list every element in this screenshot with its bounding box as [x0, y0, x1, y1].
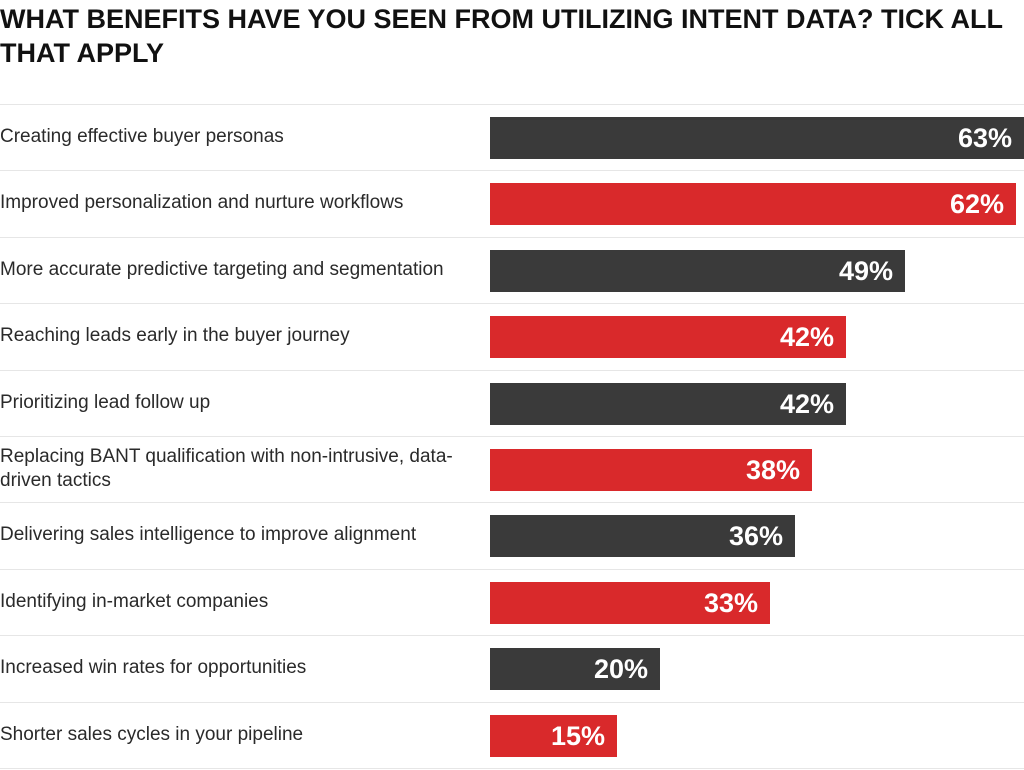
chart-row: Prioritizing lead follow up 42% — [0, 370, 1024, 436]
row-divider — [0, 436, 1024, 437]
row-divider — [0, 104, 1024, 105]
bar: 20% — [490, 648, 660, 691]
category-label: Delivering sales intelligence to improve… — [0, 524, 417, 546]
category-label: Increased win rates for opportunities — [0, 657, 307, 679]
row-divider — [0, 635, 1024, 636]
category-label: Reaching leads early in the buyer journe… — [0, 325, 350, 347]
chart-row: Identifying in-market companies 33% — [0, 569, 1024, 635]
bar: 38% — [490, 449, 812, 491]
category-label: Replacing BANT qualification with non-in… — [0, 446, 453, 491]
bar: 63% — [490, 117, 1024, 159]
bar: 15% — [490, 714, 617, 757]
data-label: 33% — [703, 587, 758, 618]
data-label: 42% — [779, 322, 834, 353]
bar: 42% — [490, 382, 846, 425]
row-divider — [0, 370, 1024, 371]
data-label: 15% — [550, 720, 605, 751]
bar: 49% — [490, 249, 905, 292]
row-divider — [0, 303, 1024, 304]
row-divider — [0, 502, 1024, 503]
category-label: Prioritizing lead follow up — [0, 391, 211, 413]
row-divider — [0, 768, 1024, 769]
bar: 33% — [490, 581, 770, 624]
data-label: 63% — [957, 123, 1012, 153]
bar: 62% — [490, 183, 1016, 226]
bar: 42% — [490, 316, 846, 359]
chart-row: Creating effective buyer personas 63% — [0, 104, 1024, 170]
data-label: 20% — [593, 654, 648, 685]
chart-row: Reaching leads early in the buyer journe… — [0, 303, 1024, 369]
bar: 36% — [490, 515, 795, 558]
chart-row: Replacing BANT qualification with non-in… — [0, 436, 1024, 502]
category-label: More accurate predictive targeting and s… — [0, 258, 444, 280]
data-label: 42% — [779, 388, 834, 419]
chart-row: Shorter sales cycles in your pipeline 15% — [0, 702, 1024, 768]
row-divider — [0, 170, 1024, 171]
chart-row: Delivering sales intelligence to improve… — [0, 502, 1024, 568]
chart-title: WHAT BENEFITS HAVE YOU SEEN FROM UTILIZI… — [0, 4, 1003, 68]
bar-chart: Creating effective buyer personas 63% Impr… — [0, 104, 1024, 770]
category-label: Identifying in-market companies — [0, 590, 269, 612]
chart-row: Increased win rates for opportunities 20% — [0, 635, 1024, 701]
row-divider — [0, 702, 1024, 703]
data-label: 36% — [728, 521, 783, 552]
category-label: Creating effective buyer personas — [0, 126, 284, 147]
row-divider — [0, 569, 1024, 570]
chart-row: Improved personalization and nurture wor… — [0, 170, 1024, 236]
row-divider — [0, 237, 1024, 238]
data-label: 62% — [949, 189, 1004, 220]
category-label: Shorter sales cycles in your pipeline — [0, 723, 304, 745]
chart-row: More accurate predictive targeting and s… — [0, 237, 1024, 303]
category-label: Improved personalization and nurture wor… — [0, 192, 404, 214]
data-label: 38% — [745, 455, 800, 485]
data-label: 49% — [838, 255, 893, 286]
